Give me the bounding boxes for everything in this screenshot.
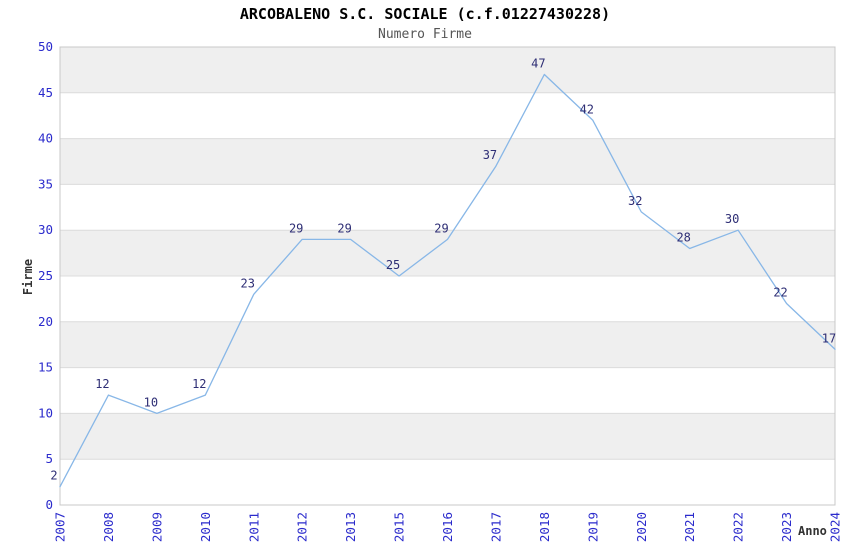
chart-title: ARCOBALENO S.C. SOCIALE (c.f.01227430228… — [239, 5, 611, 23]
y-tick-label: 10 — [38, 405, 53, 420]
data-line — [59, 73, 836, 488]
y-tick-label: 30 — [38, 222, 53, 237]
data-label: 37 — [483, 148, 497, 162]
x-tick-label: 2010 — [198, 512, 213, 542]
data-label: 29 — [289, 221, 303, 235]
data-label: 17 — [822, 331, 836, 345]
data-label: 23 — [241, 276, 255, 290]
y-tick-label: 20 — [38, 314, 53, 329]
data-label: 2 — [50, 469, 57, 483]
data-label: 29 — [434, 221, 448, 235]
x-axis-label: Anno — [798, 524, 827, 538]
x-tick-label: 2021 — [682, 512, 697, 542]
x-tick-label: 2009 — [149, 512, 164, 542]
y-tick-label: 0 — [45, 497, 53, 512]
chart-subtitle: Numero Firme — [378, 27, 472, 42]
y-tick-label: 45 — [38, 85, 53, 100]
x-tick-label: 2012 — [295, 512, 310, 542]
data-label: 32 — [628, 194, 642, 208]
x-tick-label: 2011 — [246, 512, 261, 542]
x-tick-label: 2019 — [585, 512, 600, 542]
x-tick-label: 2016 — [440, 512, 455, 542]
y-tick-label: 35 — [38, 176, 53, 191]
x-tick-label: 2020 — [634, 512, 649, 542]
data-label: 30 — [725, 212, 739, 226]
x-tick-label: 2015 — [392, 512, 407, 542]
y-tick-label: 50 — [38, 39, 53, 54]
data-label: 47 — [531, 56, 545, 70]
grid-band — [60, 138, 835, 185]
x-tick-label: 2023 — [779, 512, 794, 542]
grid-band — [60, 47, 835, 93]
data-label: 22 — [773, 285, 787, 299]
data-label: 42 — [580, 102, 594, 116]
x-tick-label: 2022 — [731, 512, 746, 542]
x-tick-label: 2017 — [488, 512, 503, 542]
data-label: 25 — [386, 258, 400, 272]
data-label: 28 — [676, 231, 690, 245]
y-tick-label: 40 — [38, 131, 53, 146]
x-tick-label: 2008 — [101, 512, 116, 542]
data-label: 29 — [337, 221, 351, 235]
x-tick-label: 2024 — [828, 512, 843, 542]
y-tick-label: 15 — [38, 360, 53, 375]
x-tick-label: 2007 — [53, 512, 68, 542]
y-tick-label: 25 — [38, 268, 53, 283]
x-tick-label: 2013 — [343, 512, 358, 542]
data-label: 12 — [192, 377, 206, 391]
data-label: 10 — [144, 395, 158, 409]
grid-band — [60, 413, 835, 460]
data-label: 12 — [95, 377, 109, 391]
grid-band — [60, 321, 835, 368]
x-tick-label: 2018 — [537, 512, 552, 542]
y-tick-label: 5 — [45, 451, 53, 466]
plot-border — [59, 46, 836, 506]
grid-band — [60, 230, 835, 276]
